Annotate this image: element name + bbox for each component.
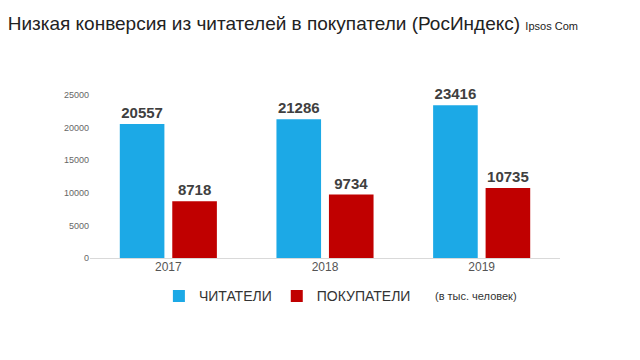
svg-text:ПОКУПАТЕЛИ: ПОКУПАТЕЛИ [317,288,411,304]
svg-text:20000: 20000 [64,123,89,133]
svg-text:Низкая конверсия из читателей: Низкая конверсия из читателей в покупате… [8,13,578,34]
svg-text:10000: 10000 [64,188,89,198]
svg-text:23416: 23416 [435,85,477,102]
svg-text:21286: 21286 [278,99,320,116]
svg-text:9734: 9734 [334,175,368,192]
svg-text:(в тыс. человек): (в тыс. человек) [435,290,517,302]
svg-text:20557: 20557 [121,104,163,121]
svg-text:15000: 15000 [64,155,89,165]
svg-text:2019: 2019 [468,260,495,274]
svg-text:8718: 8718 [178,181,211,198]
svg-text:0: 0 [84,253,89,263]
svg-text:2018: 2018 [312,260,339,274]
svg-text:ЧИТАТЕЛИ: ЧИТАТЕЛИ [199,288,272,304]
svg-text:2017: 2017 [155,260,182,274]
svg-text:10735: 10735 [487,168,529,185]
svg-text:5000: 5000 [69,221,89,231]
svg-text:25000: 25000 [64,90,89,100]
